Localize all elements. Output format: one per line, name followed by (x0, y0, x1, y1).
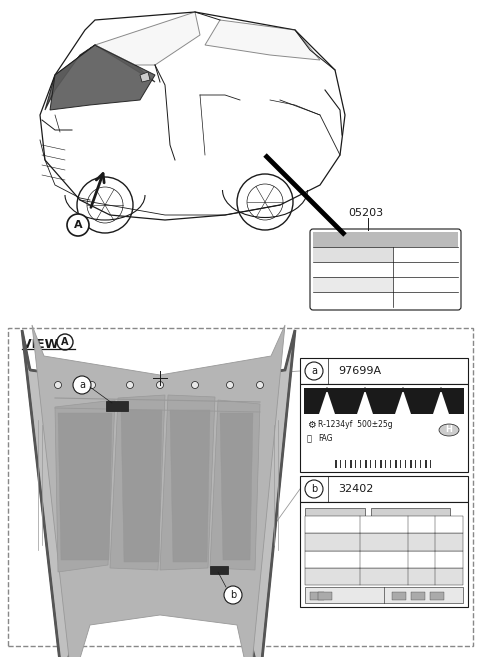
Text: b: b (230, 590, 236, 600)
Polygon shape (205, 20, 320, 60)
Circle shape (192, 382, 199, 388)
Bar (430, 460, 431, 468)
Circle shape (256, 382, 264, 388)
Bar (395, 460, 397, 468)
Bar (411, 592, 425, 600)
Bar (318, 592, 332, 600)
Bar (106, 401, 128, 411)
Bar (370, 460, 371, 468)
Text: R-1234yf  500±25g: R-1234yf 500±25g (318, 420, 393, 429)
Bar (305, 587, 463, 603)
Bar (304, 388, 464, 414)
Polygon shape (50, 45, 155, 110)
Polygon shape (160, 395, 215, 570)
Text: A: A (74, 220, 82, 230)
Bar (313, 247, 393, 262)
Bar (405, 460, 406, 468)
Bar (210, 566, 228, 574)
Circle shape (156, 382, 164, 388)
Polygon shape (140, 72, 150, 82)
Polygon shape (210, 400, 260, 570)
Polygon shape (437, 387, 445, 392)
Bar (305, 533, 463, 551)
Bar (300, 384, 468, 472)
Text: 05203: 05203 (348, 208, 383, 218)
Bar (415, 460, 416, 468)
Polygon shape (121, 410, 162, 562)
Bar (345, 460, 346, 468)
Polygon shape (95, 12, 200, 65)
Polygon shape (361, 387, 369, 392)
Circle shape (227, 382, 233, 388)
Bar (313, 277, 393, 292)
Bar (310, 592, 324, 600)
Ellipse shape (439, 424, 459, 436)
Text: 🛢: 🛢 (307, 434, 312, 443)
Bar (340, 460, 341, 468)
Bar (430, 592, 444, 600)
Bar (360, 460, 361, 468)
Polygon shape (170, 410, 210, 562)
Circle shape (67, 214, 89, 236)
Polygon shape (357, 390, 373, 414)
Bar (380, 460, 382, 468)
Bar (400, 460, 401, 468)
Bar (300, 476, 468, 502)
Polygon shape (110, 395, 165, 570)
Bar (410, 460, 412, 468)
Bar (335, 460, 337, 468)
Polygon shape (32, 325, 285, 657)
Text: VIEW: VIEW (22, 338, 63, 351)
Bar (300, 502, 468, 607)
Text: b: b (311, 484, 317, 494)
Polygon shape (319, 390, 335, 414)
Bar (420, 460, 421, 468)
Circle shape (55, 382, 61, 388)
Polygon shape (323, 387, 331, 392)
Text: ⚙: ⚙ (307, 420, 316, 430)
Bar (305, 568, 463, 585)
FancyBboxPatch shape (310, 229, 461, 310)
Polygon shape (55, 400, 115, 572)
Circle shape (127, 382, 133, 388)
Bar (390, 460, 391, 468)
Bar (313, 232, 458, 247)
Bar (305, 551, 463, 568)
Circle shape (73, 376, 91, 394)
Text: H: H (445, 426, 453, 434)
Circle shape (224, 586, 242, 604)
Polygon shape (220, 413, 253, 560)
Text: 97699A: 97699A (338, 366, 381, 376)
Bar (300, 358, 468, 384)
Bar (305, 516, 463, 533)
Bar (305, 520, 463, 522)
Bar (392, 592, 406, 600)
Circle shape (88, 382, 96, 388)
Bar (355, 460, 356, 468)
Polygon shape (58, 413, 112, 560)
Text: A: A (61, 337, 69, 347)
Bar (375, 460, 376, 468)
Bar (385, 460, 386, 468)
Bar (365, 460, 367, 468)
Text: FAG: FAG (318, 434, 333, 443)
Polygon shape (433, 390, 449, 414)
Bar (371, 508, 450, 520)
Polygon shape (45, 45, 155, 110)
Text: a: a (79, 380, 85, 390)
Bar (305, 508, 365, 520)
Bar (350, 460, 352, 468)
Polygon shape (22, 330, 295, 657)
Bar (425, 460, 427, 468)
Polygon shape (395, 390, 411, 414)
Text: a: a (311, 366, 317, 376)
Polygon shape (399, 387, 407, 392)
Text: 32402: 32402 (338, 484, 373, 494)
